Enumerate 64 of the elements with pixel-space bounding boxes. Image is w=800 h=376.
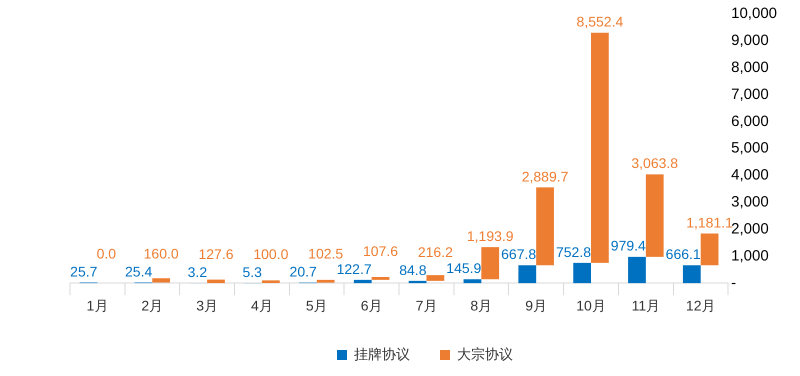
bar: [207, 280, 225, 284]
legend-label: 大宗协议: [457, 346, 513, 362]
data-label: 1,193.9: [466, 228, 514, 244]
bar: [591, 32, 609, 263]
bar: [372, 277, 390, 280]
x-tick-label: 5月: [306, 297, 328, 314]
data-label: 127.6: [198, 246, 234, 262]
data-label: 666.1: [666, 246, 701, 262]
bar: [518, 265, 536, 284]
data-label: 84.8: [399, 262, 427, 278]
bar: [262, 280, 280, 284]
data-label: 160.0: [144, 245, 179, 262]
data-label: 3,063.8: [631, 155, 678, 172]
y-tick-label: 6,000: [731, 112, 769, 130]
legend-label: 挂牌协议: [354, 346, 410, 362]
bar: [682, 265, 701, 284]
y-tick-label: 9,000: [731, 32, 769, 50]
bar: [646, 174, 664, 257]
bar: [464, 279, 482, 284]
x-tick-label: 2月: [141, 297, 164, 314]
bar: [426, 275, 444, 281]
bar: [536, 187, 554, 266]
bar: [152, 278, 170, 283]
data-label: 3.2: [188, 264, 208, 280]
x-tick-label: 9月: [525, 297, 548, 314]
x-tick-label: 4月: [251, 297, 273, 314]
bar: [700, 233, 718, 266]
x-tick-label: 6月: [360, 297, 383, 314]
bar: [573, 262, 592, 284]
bar: [628, 256, 646, 284]
data-label: 752.8: [556, 244, 592, 260]
y-tick-label: 4,000: [731, 166, 769, 184]
data-label: 979.4: [610, 238, 646, 254]
x-tick-label: 12月: [686, 297, 716, 314]
x-tick-label: 8月: [470, 297, 492, 314]
data-label: 2,889.7: [522, 168, 569, 184]
x-tick-label: 7月: [416, 297, 438, 314]
y-tick-label: 5,000: [731, 140, 769, 157]
data-label: 20.7: [290, 264, 318, 280]
data-label: 25.4: [125, 263, 152, 280]
y-tick-label: 3,000: [731, 194, 769, 211]
data-label: 0.0: [96, 245, 116, 262]
data-label: 667.8: [501, 246, 536, 262]
data-label: 102.5: [308, 246, 344, 262]
x-tick-label: 11月: [632, 297, 660, 314]
y-tick-label: 7,000: [731, 86, 769, 103]
x-tick-label: 1月: [86, 297, 108, 314]
y-tick-label: 1,000: [731, 247, 769, 264]
data-label: 1,181.1: [686, 214, 734, 230]
y-tick-label: -: [731, 274, 736, 292]
data-label: 8,552.4: [576, 14, 624, 30]
y-tick-label: 10,000: [731, 5, 778, 22]
x-tick-label: 3月: [196, 297, 218, 314]
data-label: 107.6: [363, 242, 398, 259]
data-label: 100.0: [253, 246, 289, 262]
data-label: 216.2: [418, 244, 454, 260]
data-label: 122.7: [336, 260, 372, 277]
data-label: 25.7: [70, 263, 98, 280]
data-label: 5.3: [242, 264, 262, 280]
y-tick-label: 2,000: [731, 220, 769, 238]
x-tick-label: 10月: [576, 297, 606, 314]
bar: [481, 247, 500, 280]
data-label: 145.9: [446, 260, 482, 276]
y-tick-label: 8,000: [731, 58, 769, 76]
